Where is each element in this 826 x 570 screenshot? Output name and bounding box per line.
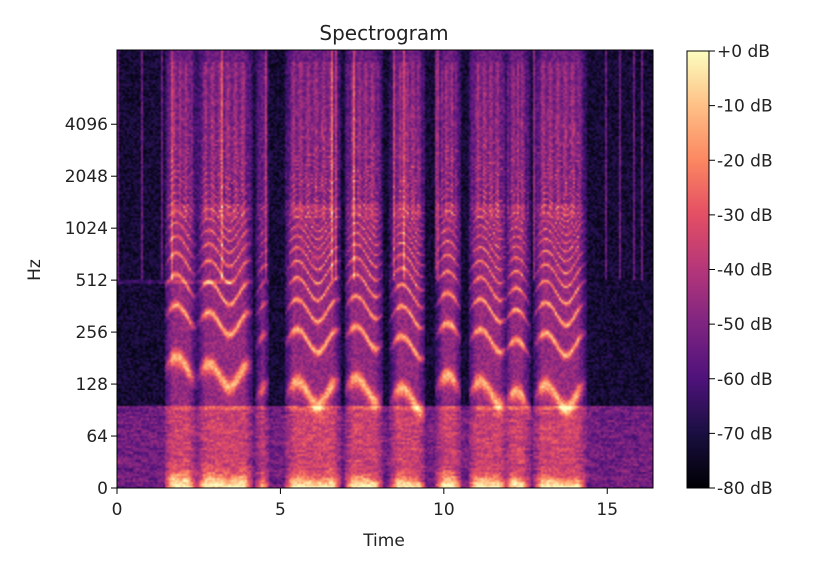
- colorbar-tick-label: -20 dB: [717, 151, 773, 171]
- x-tick-label: 0: [112, 500, 123, 520]
- x-tick-label: 15: [596, 500, 618, 520]
- x-axis-label: Time: [362, 531, 405, 551]
- y-tick-label: 4096: [65, 115, 108, 135]
- y-axis-label: Hz: [25, 259, 45, 281]
- colorbar-tick-label: -10 dB: [717, 97, 773, 117]
- colorbar-gradient: [687, 51, 709, 488]
- y-tick-label: 64: [86, 427, 108, 447]
- plot-area: [116, 49, 654, 489]
- colorbar-tick-label: +0 dB: [717, 42, 770, 62]
- colorbar-tick-label: -50 dB: [717, 315, 773, 335]
- x-tick-label: 5: [275, 500, 286, 520]
- y-axis-ticks: 0 64 128 256 512 1024 2048 4096: [65, 115, 117, 499]
- y-tick-label: 128: [76, 375, 108, 395]
- colorbar: +0 dB -10 dB -20 dB -30 dB -40 dB -50 dB -60 d…: [686, 42, 773, 499]
- y-tick-label: 512: [76, 271, 108, 291]
- x-axis-ticks: 0 5 10 15: [112, 488, 618, 520]
- colorbar-tick-label: -80 dB: [717, 479, 773, 499]
- colorbar-tick-label: -60 dB: [717, 370, 773, 390]
- y-tick-label: 256: [76, 323, 108, 343]
- y-tick-label: 2048: [65, 167, 108, 187]
- colorbar-tick-label: -70 dB: [717, 424, 773, 444]
- spectrogram-heatmap: [117, 50, 653, 488]
- plot-frame: [116, 49, 654, 489]
- y-tick-label: 0: [97, 479, 108, 499]
- colorbar-tick-label: -30 dB: [717, 206, 773, 226]
- x-tick-label: 10: [433, 500, 455, 520]
- colorbar-ticks: +0 dB -10 dB -20 dB -30 dB -40 dB -50 dB -60 d…: [709, 42, 773, 499]
- y-tick-label: 1024: [65, 219, 108, 239]
- colorbar-tick-label: -40 dB: [717, 261, 773, 281]
- chart-title: Spectrogram: [319, 21, 448, 45]
